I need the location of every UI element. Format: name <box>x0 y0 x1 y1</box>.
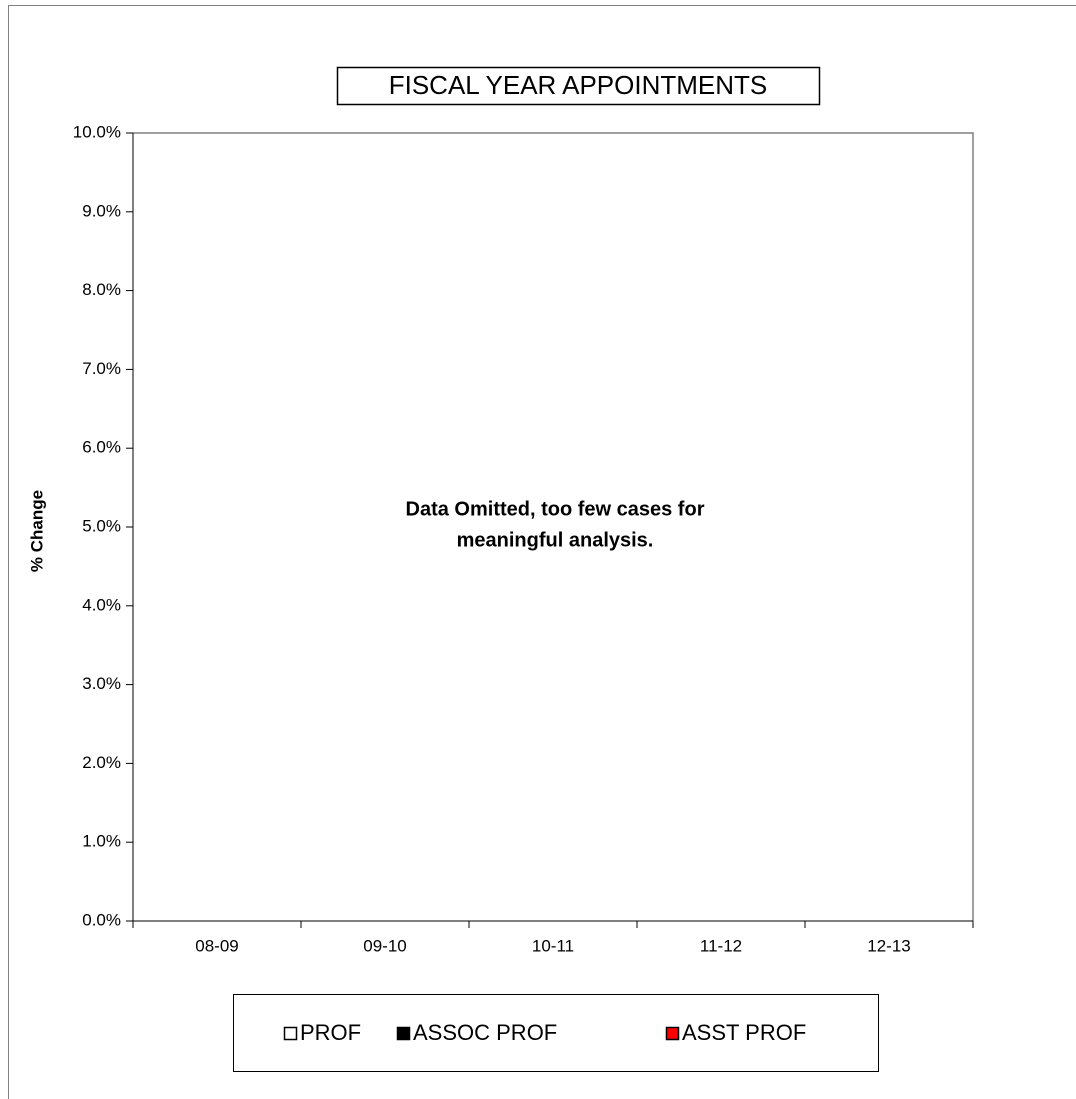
x-tick-label: 08-09 <box>195 936 238 955</box>
y-tick-label: 1.0% <box>82 832 121 851</box>
y-tick-label: 10.0% <box>73 122 121 141</box>
legend-swatch <box>665 1026 680 1041</box>
title-box <box>336 66 821 106</box>
y-axis-label: % Change <box>27 490 46 572</box>
x-tick-label: 11-12 <box>700 936 742 955</box>
annotation: meaningful analysis. <box>457 529 654 551</box>
y-tick-label: 5.0% <box>82 516 121 535</box>
y-tick-label: 9.0% <box>82 201 121 220</box>
chart-frame <box>8 5 1076 1099</box>
chart-title: FISCAL YEAR APPOINTMENTS <box>389 70 768 100</box>
legend-label: ASSOC PROF <box>413 1020 557 1045</box>
y-tick-label: 4.0% <box>82 595 121 614</box>
y-tick-label: 6.0% <box>82 438 121 457</box>
annotation: Data Omitted, too few cases for <box>406 498 705 520</box>
x-tick-label: 09-10 <box>363 936 406 955</box>
legend-box <box>233 994 879 1072</box>
y-tick-label: 0.0% <box>82 910 121 929</box>
legend-swatch <box>283 1026 298 1041</box>
y-tick-label: 7.0% <box>82 359 121 378</box>
legend-swatch <box>396 1026 411 1041</box>
x-tick-label: 12-13 <box>867 936 910 955</box>
x-tick-label: 10-11 <box>532 936 574 955</box>
legend-label: ASST PROF <box>682 1020 806 1045</box>
legend-label: PROF <box>300 1020 361 1045</box>
y-tick-label: 2.0% <box>82 753 121 772</box>
plot-border <box>133 132 974 921</box>
y-tick-label: 8.0% <box>82 280 121 299</box>
y-tick-label: 3.0% <box>82 674 121 693</box>
